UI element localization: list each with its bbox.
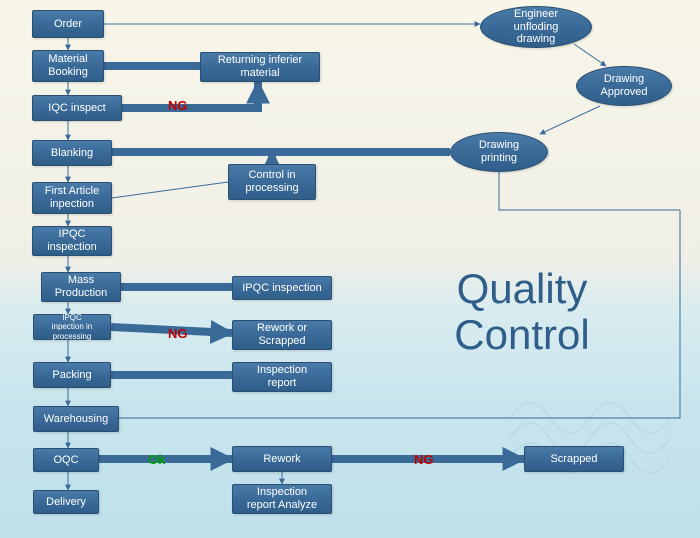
node-massprod: Mass Production [41, 272, 121, 302]
node-insprep: Inspection report [232, 362, 332, 392]
node-scrapped: Scrapped [524, 446, 624, 472]
node-rework1: Rework or Scrapped [232, 320, 332, 350]
edge-label-ipqcproc-rework1: NG [168, 326, 188, 341]
node-retinf: Returning inferier material [200, 52, 320, 82]
node-firstart: First Article inpection [32, 182, 112, 214]
node-order: Order [32, 10, 104, 38]
node-rework2: Rework [232, 446, 332, 472]
node-ipqcproc: IPQC inpection in processing [33, 314, 111, 340]
node-packing: Packing [33, 362, 111, 388]
node-blanking: Blanking [32, 140, 112, 166]
node-engineer: Engineer unfloding drawing [480, 6, 592, 48]
diagram-title: Quality Control [412, 266, 632, 358]
edge-label-iqc-retinf: NG [168, 98, 188, 113]
node-repanalyze: Inspection report Analyze [232, 484, 332, 514]
edge-label-oqc-rework2: Ok [148, 452, 165, 467]
node-drawapp: Drawing Approved [576, 66, 672, 106]
node-ctrlproc: Control in processing [228, 164, 316, 200]
node-oqc: OQC [33, 448, 99, 472]
node-iqc: IQC inspect [32, 95, 122, 121]
edge-label-rework2-scrapped: NG [414, 452, 434, 467]
node-ipqc2: IPQC inspection [232, 276, 332, 300]
node-material: Material Booking [32, 50, 104, 82]
node-ipqc1: IPQC inspection [32, 226, 112, 256]
node-drawprint: Drawing printing [450, 132, 548, 172]
node-delivery: Delivery [33, 490, 99, 514]
node-warehouse: Warehousing [33, 406, 119, 432]
